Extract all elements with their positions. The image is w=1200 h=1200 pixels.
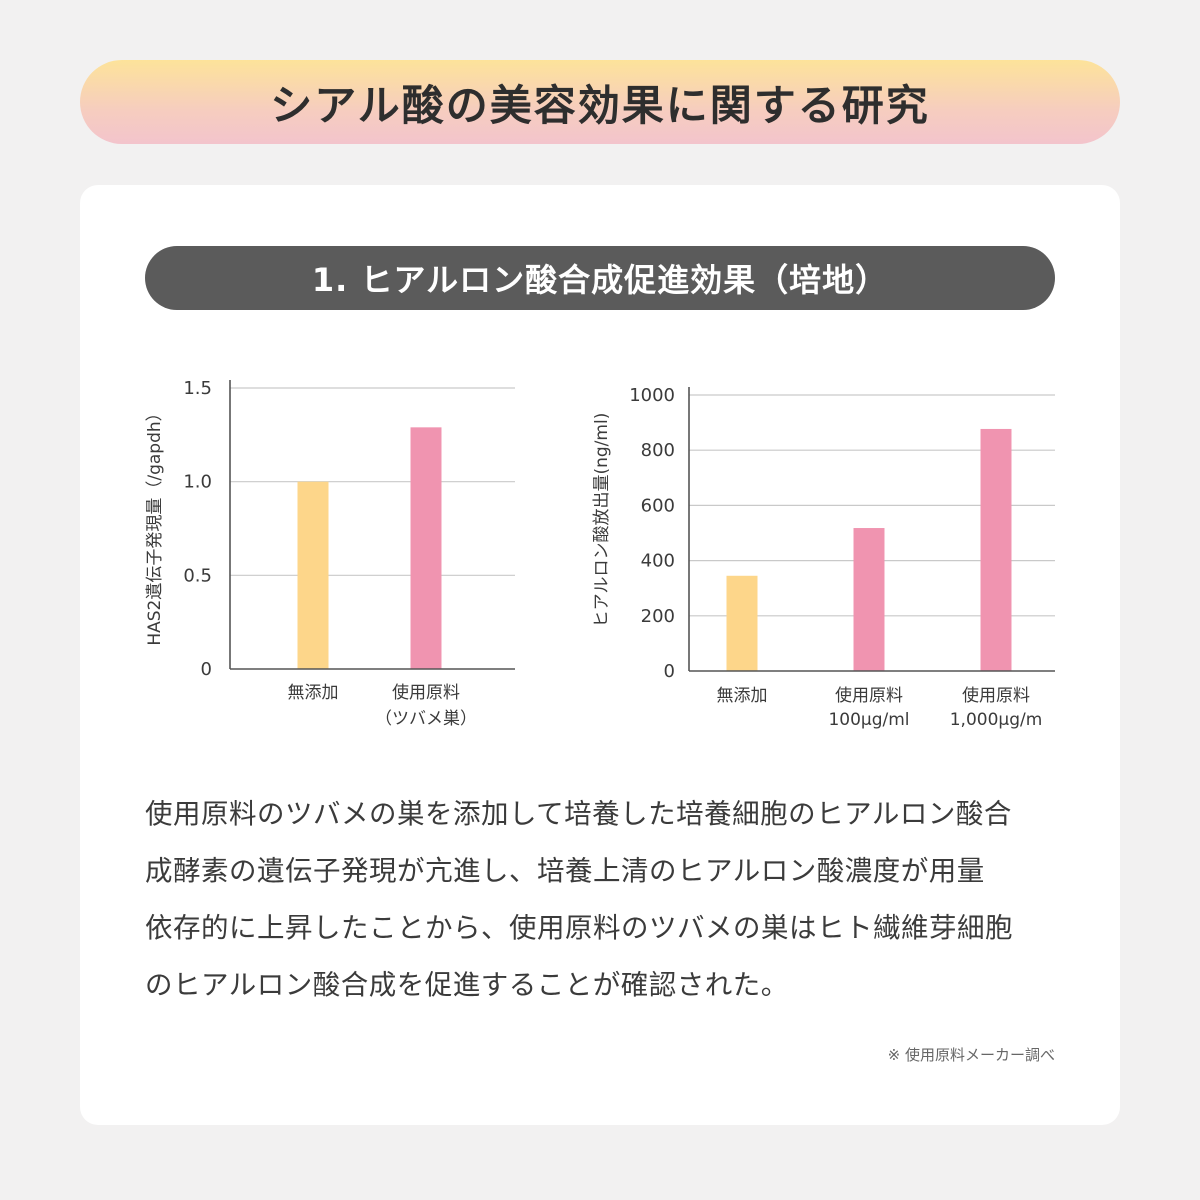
description-line: 依存的に上昇したことから、使用原料のツバメの巣はヒト繊維芽細胞: [145, 912, 1013, 944]
section-banner: 1. ヒアルロン酸合成促進効果（培地）: [145, 246, 1055, 310]
description: 使用原料のツバメの巣を添加して培養した培養細胞のヒアルロン酸合 成酵素の遺伝子発…: [145, 786, 1065, 1014]
description-line: のヒアルロン酸合成を促進することが確認された。: [145, 969, 789, 1001]
section-title: 1. ヒアルロン酸合成促進効果（培地）: [311, 261, 889, 299]
description-line: 使用原料のツバメの巣を添加して培養した培養細胞のヒアルロン酸合: [145, 798, 1012, 830]
description-line: 成酵素の遺伝子発現が亢進し、培養上清のヒアルロン酸濃度が用量: [145, 855, 985, 887]
source-note: ※ 使用原料メーカー調べ: [887, 1046, 1055, 1064]
title-banner: シアル酸の美容効果に関する研究: [80, 60, 1120, 144]
page-title: シアル酸の美容効果に関する研究: [270, 80, 930, 130]
content-card: [80, 185, 1120, 1125]
